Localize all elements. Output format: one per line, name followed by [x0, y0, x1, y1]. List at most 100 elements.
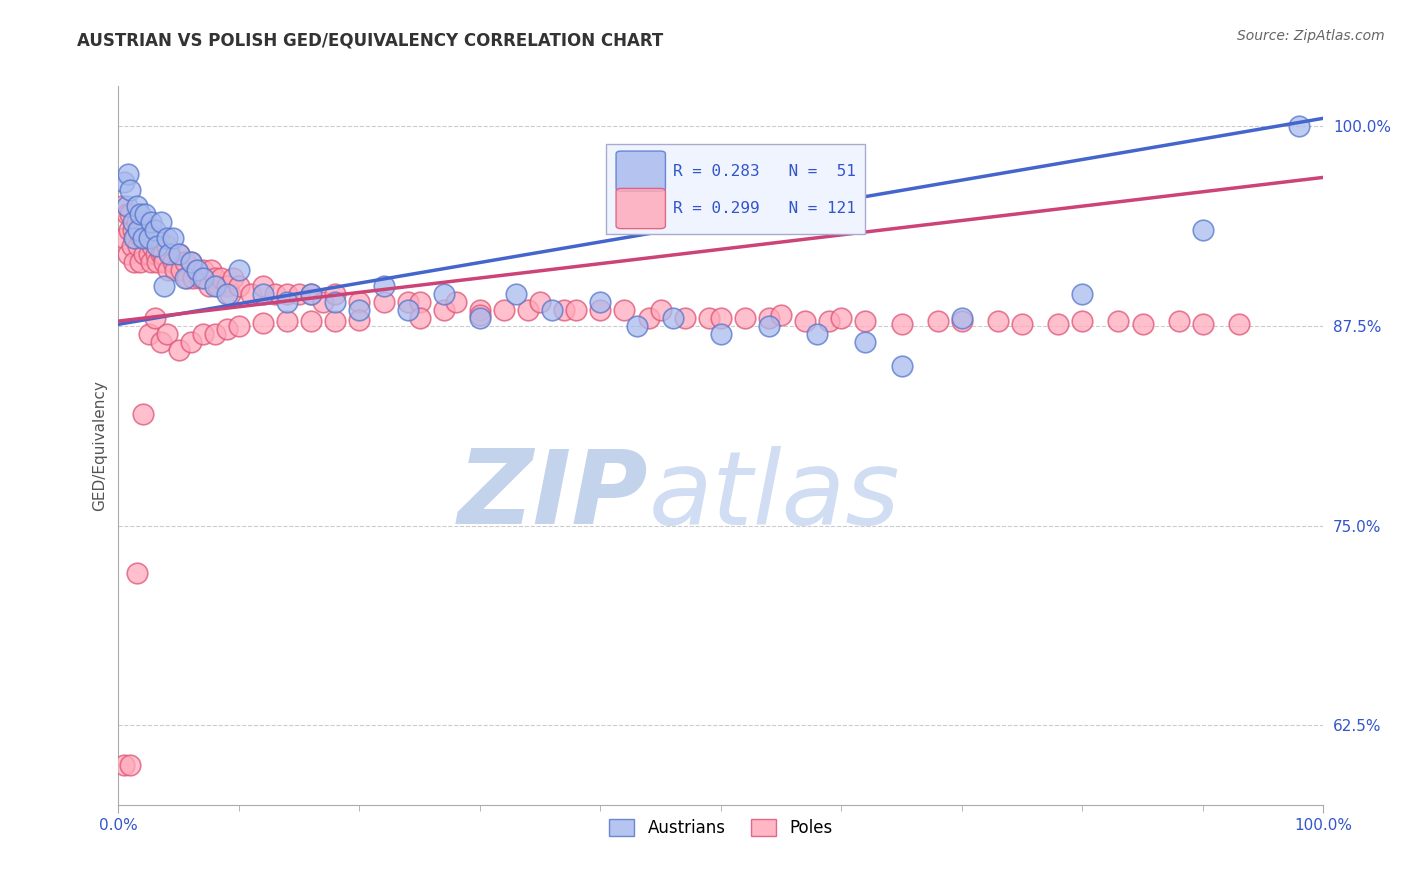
Point — [131, 215, 153, 229]
Point — [111, 199, 134, 213]
Point — [222, 271, 245, 285]
Point — [191, 263, 214, 277]
Point — [134, 207, 156, 221]
Point — [710, 326, 733, 341]
Point — [117, 247, 139, 261]
Point — [219, 287, 242, 301]
Point — [143, 310, 166, 325]
Point — [252, 287, 274, 301]
Point — [408, 310, 430, 325]
Point — [122, 223, 145, 237]
Point — [589, 295, 612, 310]
Point — [1107, 314, 1129, 328]
Point — [120, 207, 142, 221]
Point — [589, 302, 612, 317]
Point — [146, 239, 169, 253]
Point — [710, 310, 733, 325]
Point — [215, 279, 238, 293]
Point — [433, 287, 456, 301]
Point — [613, 302, 636, 317]
Point — [153, 279, 176, 293]
Point — [125, 566, 148, 581]
Point — [215, 322, 238, 336]
Point — [529, 295, 551, 310]
Point — [138, 231, 160, 245]
Point — [650, 302, 672, 317]
Legend: Austrians, Poles: Austrians, Poles — [603, 812, 839, 844]
Point — [626, 318, 648, 333]
Point — [444, 295, 467, 310]
Point — [323, 295, 346, 310]
Point — [492, 302, 515, 317]
Point — [122, 215, 145, 229]
Y-axis label: GED/Equivalency: GED/Equivalency — [93, 380, 107, 511]
Point — [228, 263, 250, 277]
FancyBboxPatch shape — [616, 151, 665, 191]
Point — [129, 207, 152, 221]
Point — [115, 207, 138, 221]
Point — [794, 314, 817, 328]
Point — [855, 314, 877, 328]
Point — [134, 231, 156, 245]
Point — [517, 302, 540, 317]
Point — [143, 223, 166, 237]
Point — [349, 312, 371, 326]
Point — [264, 287, 287, 301]
Point — [806, 326, 828, 341]
Point — [125, 199, 148, 213]
Point — [131, 407, 153, 421]
Point — [468, 308, 491, 322]
Point — [191, 326, 214, 341]
Point — [120, 758, 142, 772]
Point — [697, 310, 720, 325]
Point — [855, 334, 877, 349]
Point — [228, 318, 250, 333]
Point — [673, 310, 696, 325]
Point — [117, 167, 139, 181]
Point — [276, 295, 298, 310]
Point — [131, 231, 153, 245]
Point — [200, 263, 222, 277]
Point — [191, 271, 214, 285]
Point — [115, 199, 138, 213]
Point — [204, 279, 226, 293]
Point — [156, 239, 179, 253]
Point — [252, 316, 274, 330]
Point — [149, 215, 172, 229]
Point — [127, 223, 149, 237]
Point — [541, 302, 564, 317]
FancyBboxPatch shape — [616, 188, 665, 228]
Point — [156, 263, 179, 277]
Point — [128, 223, 150, 237]
Point — [125, 215, 148, 229]
Point — [129, 255, 152, 269]
Point — [1071, 314, 1094, 328]
Point — [124, 231, 146, 245]
Text: atlas: atlas — [648, 446, 900, 546]
Point — [149, 247, 172, 261]
Text: Source: ZipAtlas.com: Source: ZipAtlas.com — [1237, 29, 1385, 43]
Point — [114, 758, 136, 772]
Point — [120, 183, 142, 197]
Point — [468, 302, 491, 317]
Point — [156, 231, 179, 245]
Point — [176, 271, 198, 285]
Point — [139, 215, 162, 229]
Point — [132, 247, 155, 261]
Point — [180, 334, 202, 349]
Point — [139, 231, 162, 245]
Point — [1047, 318, 1070, 332]
Point — [950, 310, 973, 325]
Text: AUSTRIAN VS POLISH GED/EQUIVALENCY CORRELATION CHART: AUSTRIAN VS POLISH GED/EQUIVALENCY CORRE… — [77, 31, 664, 49]
Point — [139, 255, 162, 269]
Point — [146, 255, 169, 269]
Point — [818, 314, 841, 328]
Point — [153, 255, 176, 269]
Point — [167, 343, 190, 357]
Point — [288, 287, 311, 301]
Point — [138, 247, 160, 261]
Point — [1227, 318, 1250, 332]
Point — [565, 302, 588, 317]
Point — [127, 239, 149, 253]
Point — [122, 255, 145, 269]
